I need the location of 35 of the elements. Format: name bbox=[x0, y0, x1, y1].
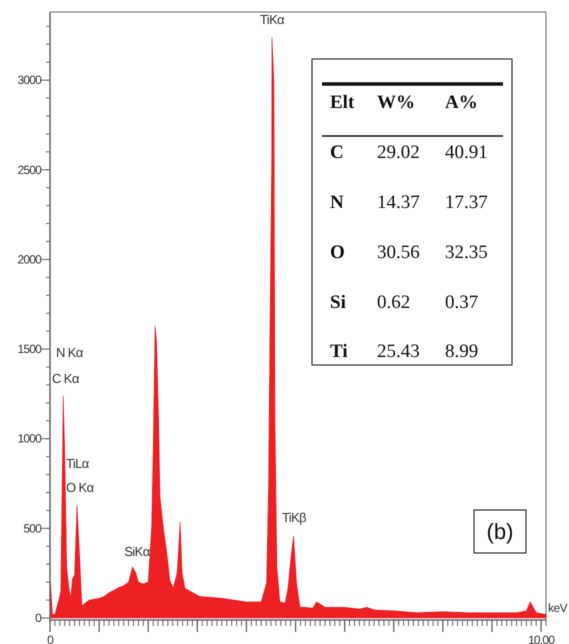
y-tick-label: 0 bbox=[35, 611, 42, 625]
annotation: N Kα bbox=[56, 345, 84, 360]
annotation: 25.43 bbox=[377, 341, 420, 362]
annotation: 0.62 bbox=[377, 292, 410, 313]
annotation: 29.02 bbox=[377, 142, 420, 163]
annotation: (b) bbox=[486, 519, 514, 544]
y-tick-label: 2000 bbox=[18, 252, 42, 266]
x-tick-label: 10.00 bbox=[528, 633, 556, 644]
annotation: 14.37 bbox=[377, 192, 420, 213]
annotation: TiKβ bbox=[282, 510, 306, 525]
y-tick-label: 3000 bbox=[18, 73, 42, 88]
annotation: O bbox=[330, 242, 345, 263]
annotation: TiKα bbox=[260, 12, 286, 27]
annotation: Si bbox=[330, 292, 346, 313]
annotation: 30.56 bbox=[377, 242, 420, 263]
y-tick-label: 500 bbox=[23, 521, 42, 536]
annotation: 40.91 bbox=[445, 142, 488, 163]
annotation: C Kα bbox=[52, 371, 80, 386]
annotation: 0.37 bbox=[445, 292, 478, 313]
y-tick-label: 1500 bbox=[18, 342, 42, 356]
annotation: Elt bbox=[330, 92, 355, 113]
annotation: SiKα bbox=[124, 544, 151, 559]
annotation: 32.35 bbox=[445, 242, 488, 263]
annotation: TiLα bbox=[66, 456, 90, 471]
annotation: Ti bbox=[330, 341, 348, 362]
annotation: 8.99 bbox=[445, 341, 478, 362]
y-tick-label: 2500 bbox=[18, 162, 42, 177]
annotation: C bbox=[330, 142, 344, 163]
annotation: N bbox=[330, 192, 344, 213]
annotation: O Kα bbox=[66, 480, 95, 495]
annotation: 17.37 bbox=[445, 192, 488, 213]
y-tick-label: 1000 bbox=[18, 432, 42, 446]
annotation: W% bbox=[377, 92, 415, 113]
annotation: A% bbox=[445, 92, 478, 113]
x-axis-title: keV bbox=[548, 601, 568, 615]
